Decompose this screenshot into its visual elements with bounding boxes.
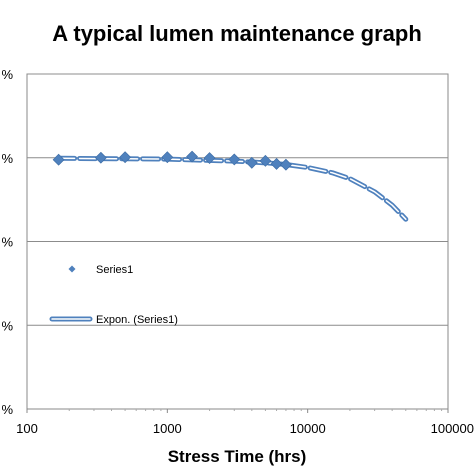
data-point-diamond	[119, 151, 132, 164]
data-point-diamond	[259, 154, 272, 167]
x-tick-label: 100	[16, 421, 38, 436]
data-point-diamond	[52, 153, 65, 166]
legend-label: Expon. (Series1)	[96, 314, 178, 326]
x-tick-label: 10000	[290, 421, 326, 436]
x-axis-label: Stress Time (hrs)	[168, 447, 307, 466]
y-tick-labels: %%%%%	[1, 67, 13, 417]
data-point-diamond	[186, 150, 198, 163]
data-point-diamond	[228, 153, 241, 166]
data-point-diamond	[94, 151, 107, 164]
legend-label: Series1	[96, 264, 133, 276]
legend-marker-diamond	[68, 265, 76, 273]
x-tick-label: 100000	[431, 421, 474, 436]
y-tick-label: %	[1, 235, 13, 250]
chart-title: A typical lumen maintenance graph	[52, 21, 422, 46]
y-tick-label: %	[1, 151, 13, 166]
x-tick-labels: 100 1000 10000 100000	[16, 421, 474, 436]
y-tick-label: %	[1, 402, 13, 417]
data-point-diamond	[161, 151, 174, 164]
y-tick-label: %	[1, 67, 13, 82]
marker-layer	[52, 150, 292, 171]
data-point-diamond	[270, 157, 283, 170]
data-point-diamond	[203, 152, 216, 164]
legend: Series1 Expon. (Series1)	[49, 264, 178, 326]
y-tick-label: %	[1, 318, 13, 333]
x-tick-label: 1000	[153, 421, 182, 436]
data-point-diamond	[280, 158, 292, 171]
data-point-diamond	[245, 156, 258, 169]
